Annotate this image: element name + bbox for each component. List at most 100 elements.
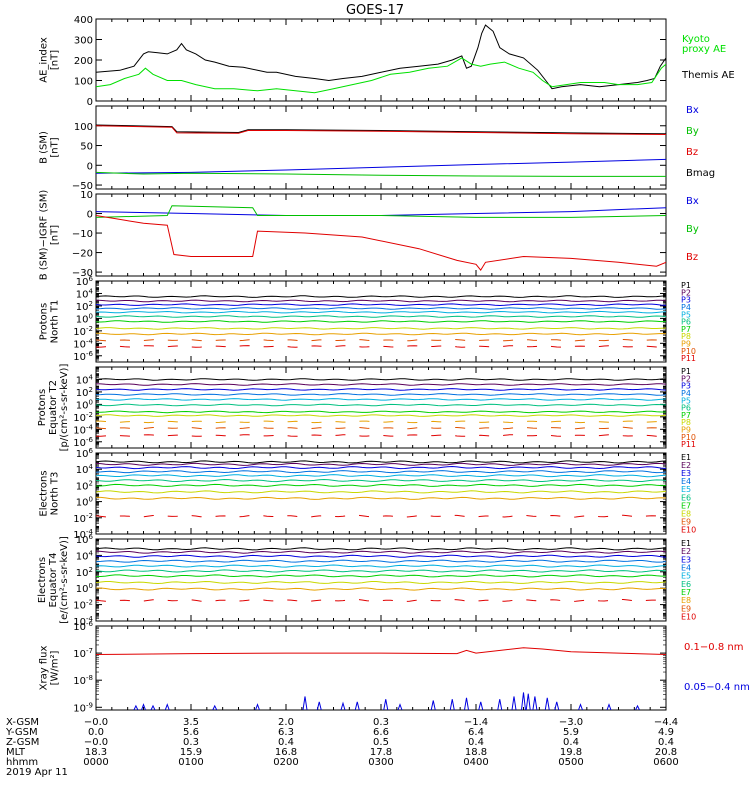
legend-item: P8 [681, 332, 691, 341]
series-line [96, 490, 666, 494]
legend-item: Kyoto [682, 34, 710, 45]
x-axis-value: 0.0 [88, 727, 104, 738]
series-line [96, 496, 666, 500]
y-axis-label: Electrons [37, 557, 48, 603]
legend-item: E3 [681, 469, 691, 478]
y-axis-label: B (SM)−IGRF (SM) [39, 190, 50, 281]
series-spike [316, 701, 322, 710]
series-spike [340, 701, 346, 710]
legend-item: Bz [686, 147, 698, 158]
tick-label: 10-2 [73, 599, 93, 612]
legend-item: P6 [681, 318, 691, 327]
x-axis-value: 0300 [368, 757, 393, 768]
tick-label: 104 [76, 549, 94, 562]
series-line [96, 598, 666, 603]
tick-label: 100 [76, 582, 93, 595]
x-axis-value: 0.3 [183, 737, 199, 748]
legend-item: By [686, 224, 699, 235]
panel-2: −50 0 50 100 B (SM) [nT] Bx By Bz Bmag [39, 105, 716, 192]
legend-item: E6 [681, 493, 691, 502]
panel-frame [95, 538, 667, 622]
series-spike [532, 696, 538, 710]
tick-label: 104 [76, 463, 94, 476]
legend-item: E1 [681, 453, 691, 462]
tick-label: 100 [76, 496, 93, 509]
legend-item: E6 [681, 580, 691, 589]
series-line [96, 310, 666, 314]
legend-item: E2 [681, 461, 691, 470]
series-line [96, 205, 666, 218]
series-line [96, 587, 666, 591]
panel-frame [95, 18, 667, 102]
series-line [96, 299, 666, 303]
tick-label: 0 [87, 210, 93, 221]
x-axis-table: X-GSM −0.0 3.5 2.0 0.3 −1.4 −3.0 −4.4 Y-GSM 0.0 5.… [5, 717, 679, 778]
series-line [96, 483, 666, 487]
x-axis-value: 0000 [83, 757, 108, 768]
tick-label: 100 [76, 312, 93, 325]
series-line [96, 215, 666, 271]
x-axis-value: 0.4 [278, 737, 294, 748]
x-axis-value: 0.4 [658, 737, 674, 748]
legend-item: Bx [686, 105, 699, 116]
series-line [96, 327, 666, 330]
series-line [96, 460, 666, 464]
legend-item: E7 [681, 501, 691, 510]
legend-item: P7 [681, 411, 691, 420]
x-axis-value: 2.0 [278, 717, 294, 728]
y-axis-label: Equator T2 [48, 380, 59, 435]
y-axis-label: [p/(cm²-s-sr-keV)] [59, 364, 70, 452]
series-spike [464, 697, 469, 710]
series-spike [449, 699, 455, 710]
series-spike [544, 697, 550, 710]
x-axis-value: 3.5 [183, 717, 199, 728]
series-spike [635, 704, 640, 710]
series-spike [578, 703, 583, 710]
x-axis-value: 5.6 [183, 727, 199, 738]
x-axis-value: 18.8 [465, 747, 487, 758]
x-axis-value: 6.4 [468, 727, 484, 738]
plot-title: GOES-17 [345, 3, 404, 18]
series-line [96, 124, 666, 135]
legend-item: 0.1−0.8 nm [684, 642, 743, 653]
y-axis-label: Equator T4 [48, 553, 59, 608]
x-axis-value: 0.4 [468, 737, 484, 748]
panel-3: −30 −20 −10 0 10 B (SM)−IGRF (SM) [nT] Bx By Bz [39, 190, 699, 281]
series-line [96, 478, 666, 483]
series-line [96, 462, 666, 466]
series-spike [497, 699, 503, 710]
legend-item: E5 [681, 485, 691, 494]
x-axis-value: 0400 [463, 757, 488, 768]
series-line [96, 345, 666, 348]
series-spike [521, 692, 526, 710]
tick-label: 104 [76, 287, 94, 300]
tick-label: 100 [76, 398, 93, 411]
series-group [96, 295, 666, 348]
legend-item: E9 [681, 517, 691, 526]
y-axis-label: North T1 [50, 300, 61, 344]
series-group [96, 460, 666, 518]
series-line [96, 410, 666, 414]
series-spike [397, 703, 403, 710]
tick-label: 106 [76, 447, 94, 460]
legend-item: E10 [681, 526, 696, 535]
legend-item: E3 [681, 555, 691, 564]
series-spike [554, 701, 560, 710]
legend-item: proxy AE [682, 44, 726, 55]
series-line [96, 303, 666, 307]
tick-label: 104 [76, 373, 94, 386]
legend-item: 0.05−0.4 nm [684, 682, 750, 693]
series-line [96, 393, 666, 396]
x-axis-value: 0.4 [563, 737, 579, 748]
series-line [96, 307, 666, 310]
series-line [96, 332, 666, 336]
tick-label: 10-8 [73, 674, 93, 687]
tick-label: 10-7 [73, 647, 93, 660]
y-axis-label: Electrons [39, 470, 50, 516]
series-spike [383, 699, 389, 710]
tick-label: 106 [76, 275, 94, 288]
